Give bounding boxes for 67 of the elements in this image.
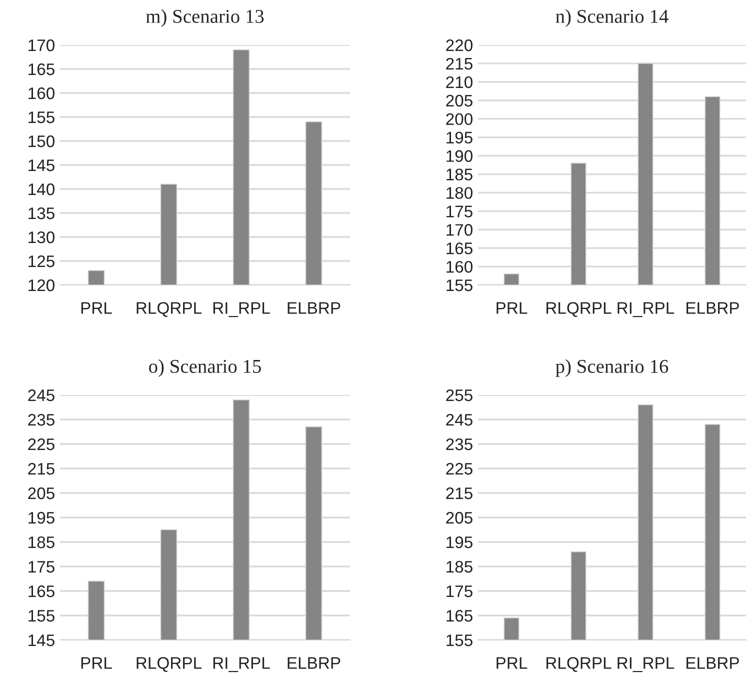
y-tick-label: 155	[446, 280, 472, 292]
x-tick-label: RI_RPL	[618, 657, 674, 672]
y-tick-label: 210	[446, 76, 472, 88]
y-tick-label: 170	[28, 39, 54, 52]
x-tick-label: PRL	[81, 657, 112, 669]
x-tick-label: RI_RPL	[618, 302, 674, 318]
y-tick-label: 185	[446, 560, 472, 573]
y-tick-label: 175	[446, 586, 472, 598]
y-tick-label: 225	[446, 462, 472, 475]
y-tick-label: 235	[28, 414, 54, 426]
y-tick-label: 145	[28, 160, 54, 172]
y-tick-label: 205	[28, 487, 54, 500]
y-tick-label: 120	[28, 279, 54, 292]
y-tick-label: 175	[446, 206, 472, 218]
y-tick-label: 185	[28, 536, 54, 548]
y-tick-label: 165	[28, 63, 54, 76]
y-tick-label: 190	[446, 150, 472, 162]
y-tick-label: 215	[28, 462, 54, 475]
x-tick-label: RI_RPL	[213, 302, 270, 318]
y-tick-label: 215	[446, 58, 472, 70]
y-tick-label: 205	[446, 94, 472, 107]
y-tick-label: 255	[446, 389, 472, 402]
x-tick-label: RLQRPL	[136, 657, 202, 672]
x-tick-label: ELBRP	[288, 302, 340, 314]
y-tick-label: 135	[28, 207, 54, 220]
x-tick-label: RI_RPL	[213, 657, 270, 672]
y-tick-label: 155	[28, 112, 54, 124]
y-tick-label: 140	[28, 183, 54, 196]
y-tick-label: 155	[446, 634, 472, 646]
chart-title: m) Scenario 13	[146, 9, 264, 27]
y-tick-label: 160	[28, 87, 54, 100]
x-tick-label: ELBRP	[288, 657, 340, 669]
y-tick-label: 185	[446, 168, 472, 180]
y-tick-label: 165	[446, 242, 472, 254]
y-tick-label: 145	[28, 634, 54, 646]
y-tick-label: 195	[446, 536, 472, 548]
x-tick-label: RLQRPL	[546, 657, 612, 672]
x-tick-label: ELBRP	[686, 657, 739, 669]
y-tick-label: 125	[28, 255, 54, 268]
y-tick-label: 195	[28, 512, 54, 524]
y-tick-label: 205	[446, 512, 472, 524]
y-tick-label: 215	[446, 487, 472, 500]
y-tick-label: 220	[446, 39, 472, 52]
x-tick-label: ELBRP	[686, 302, 739, 314]
y-tick-label: 165	[28, 585, 54, 598]
x-tick-label: PRL	[496, 657, 528, 669]
chart-title: p) Scenario 16	[556, 359, 668, 377]
chart-title: n) Scenario 14	[556, 9, 668, 27]
y-tick-label: 225	[28, 438, 54, 450]
x-tick-label: RLQRPL	[546, 302, 612, 317]
y-tick-label: 160	[446, 260, 472, 273]
x-tick-label: RLQRPL	[136, 302, 202, 317]
y-tick-label: 170	[446, 224, 472, 236]
y-tick-label: 150	[28, 135, 54, 148]
y-tick-label: 130	[28, 231, 54, 244]
x-tick-label: PRL	[496, 302, 528, 314]
chart-title: o) Scenario 15	[149, 359, 261, 377]
y-tick-label: 175	[28, 561, 54, 573]
y-tick-label: 245	[28, 389, 54, 402]
y-tick-label: 200	[446, 113, 472, 126]
y-tick-label: 155	[28, 610, 54, 622]
y-tick-label: 195	[446, 132, 472, 144]
y-tick-label: 180	[446, 187, 472, 199]
x-tick-label: PRL	[81, 302, 112, 314]
y-tick-label: 165	[446, 610, 472, 622]
y-tick-label: 235	[446, 438, 472, 450]
y-tick-label: 245	[446, 414, 472, 426]
